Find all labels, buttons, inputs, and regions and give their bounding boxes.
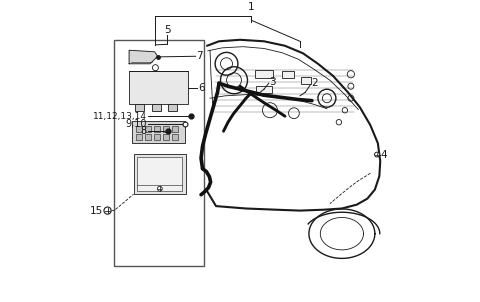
Bar — [114, 40, 204, 266]
Circle shape — [104, 207, 111, 214]
Bar — [163, 134, 169, 140]
Bar — [144, 134, 151, 140]
Bar — [137, 157, 182, 191]
Bar — [135, 104, 144, 111]
Circle shape — [374, 152, 379, 157]
Polygon shape — [129, 50, 157, 64]
Text: 1: 1 — [248, 2, 255, 12]
Text: 15: 15 — [89, 206, 103, 216]
Bar — [256, 86, 272, 92]
Bar — [129, 71, 188, 104]
Bar — [136, 134, 142, 140]
Text: 5: 5 — [164, 25, 171, 35]
Bar — [255, 70, 273, 79]
Bar — [133, 154, 186, 194]
Bar — [172, 134, 178, 140]
Bar — [144, 126, 151, 132]
Text: 4: 4 — [381, 150, 387, 160]
Bar — [163, 126, 169, 132]
Text: 7: 7 — [196, 51, 203, 61]
Text: 3: 3 — [269, 77, 276, 87]
Text: 8: 8 — [140, 126, 146, 136]
Bar — [152, 104, 161, 111]
Bar — [154, 126, 160, 132]
Bar — [300, 77, 311, 84]
Text: 9,10: 9,10 — [125, 119, 146, 129]
Text: 2: 2 — [312, 78, 318, 88]
Text: 11,12,13,14: 11,12,13,14 — [93, 112, 146, 121]
Bar — [168, 104, 177, 111]
Bar — [154, 134, 160, 140]
Circle shape — [157, 186, 162, 191]
Bar — [282, 70, 294, 78]
Bar — [172, 126, 178, 132]
Bar — [136, 126, 142, 132]
Text: 6: 6 — [198, 83, 204, 93]
Bar — [132, 121, 185, 143]
